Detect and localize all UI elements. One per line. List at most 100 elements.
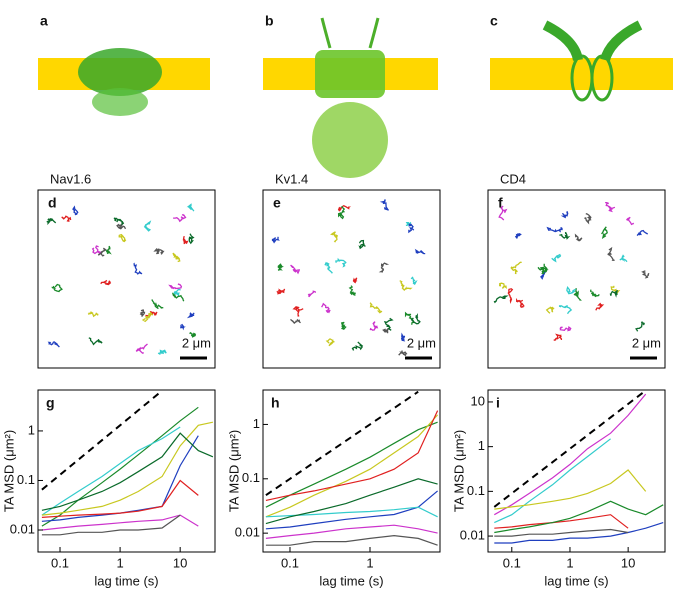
trajectory	[507, 288, 514, 305]
structure-a	[38, 48, 210, 116]
msd-line	[265, 534, 438, 546]
trajectory	[186, 203, 195, 212]
trajectory	[559, 231, 571, 240]
x-tick-label: 1	[566, 555, 573, 570]
trajectory	[369, 321, 379, 331]
trajectory	[113, 217, 125, 226]
trajectory	[514, 233, 522, 239]
trajectory	[383, 317, 394, 331]
y-tick-label: 10	[471, 393, 485, 408]
y-tick-label: 1	[478, 438, 485, 453]
trajectory	[340, 321, 347, 331]
trajectory	[337, 206, 346, 220]
trajectory	[609, 289, 619, 298]
trajectory	[51, 283, 63, 293]
trajectory	[180, 323, 186, 331]
msd-line	[494, 469, 647, 510]
trajectory	[292, 306, 304, 317]
trajectory	[382, 328, 389, 334]
protein-name: Kv1.4	[275, 171, 308, 186]
panel-label: h	[271, 395, 280, 411]
y-tick-label: 1	[253, 416, 260, 431]
trajectory	[634, 321, 645, 332]
msd-line	[494, 528, 629, 537]
plot-area	[493, 390, 664, 544]
trajectory	[607, 246, 615, 261]
trajectory	[590, 289, 600, 298]
x-tick-label: 1	[366, 555, 373, 570]
trajectory	[307, 290, 317, 298]
trajectory	[553, 333, 563, 341]
msd-line	[265, 478, 438, 525]
trajectory	[47, 341, 60, 348]
trajectory	[584, 212, 592, 225]
reference-line	[265, 390, 419, 497]
msd-line	[494, 500, 664, 534]
trajectory	[348, 285, 356, 296]
panel-label: f	[498, 195, 503, 211]
trajectory	[601, 226, 608, 240]
trajectory	[143, 220, 152, 232]
trajectory	[118, 233, 127, 243]
trajectory	[358, 239, 366, 250]
trajectory	[141, 311, 154, 323]
trajectory	[87, 311, 99, 318]
x-axis-label: lag time (s)	[544, 573, 608, 588]
protein-name: Nav1.6	[50, 171, 91, 186]
trajectory	[498, 282, 507, 290]
x-tick-label: 0.1	[281, 555, 299, 570]
protein	[78, 48, 162, 96]
trajectory	[173, 288, 181, 297]
trajectory	[636, 229, 649, 236]
trajectory	[493, 295, 509, 304]
panel-label: e	[273, 195, 281, 211]
y-axis-label: TA MSD (μm²)	[1, 430, 16, 512]
trajectory	[410, 276, 418, 286]
protein	[542, 20, 643, 62]
panel-label: d	[48, 195, 57, 211]
trajectory-frame	[37, 189, 216, 369]
axes-frame	[37, 389, 216, 553]
trajectory	[378, 262, 390, 273]
msd-line	[41, 421, 214, 516]
trajectory	[626, 216, 635, 226]
trajectory	[88, 337, 103, 346]
trajectory	[72, 205, 79, 216]
protein-name: CD4	[500, 171, 526, 186]
msd-line	[41, 514, 181, 536]
trajectory	[271, 236, 280, 244]
trajectory	[324, 261, 333, 274]
y-tick-label: 0.1	[17, 472, 35, 487]
trajectory	[410, 313, 421, 325]
trajectory-frame	[262, 189, 441, 369]
trajectory	[605, 201, 616, 213]
trajectory	[290, 264, 300, 275]
trajectory	[351, 341, 364, 351]
protein	[312, 102, 388, 178]
trajectory	[182, 235, 189, 245]
msd-line	[41, 435, 199, 522]
trajectory	[151, 299, 164, 310]
trajectory	[100, 279, 112, 286]
msd-line	[265, 524, 438, 539]
structure-b	[263, 17, 438, 178]
y-tick-label: 0.01	[10, 521, 35, 536]
trajectory	[189, 331, 197, 338]
trajectory	[398, 350, 408, 357]
trajectory	[560, 211, 569, 219]
msd-line	[265, 490, 438, 530]
trajectory	[595, 302, 605, 311]
trajectory	[414, 248, 426, 255]
panel-label: b	[265, 13, 274, 29]
msd-line	[41, 479, 199, 518]
trajectory	[539, 270, 547, 280]
trajectory	[61, 215, 72, 222]
trajectory	[105, 245, 112, 255]
trajectory	[321, 302, 331, 314]
trajectory	[172, 252, 181, 263]
plot-area	[41, 390, 214, 536]
trajectory	[516, 297, 525, 308]
trajectory	[541, 263, 548, 275]
panel-label: i	[496, 395, 500, 411]
